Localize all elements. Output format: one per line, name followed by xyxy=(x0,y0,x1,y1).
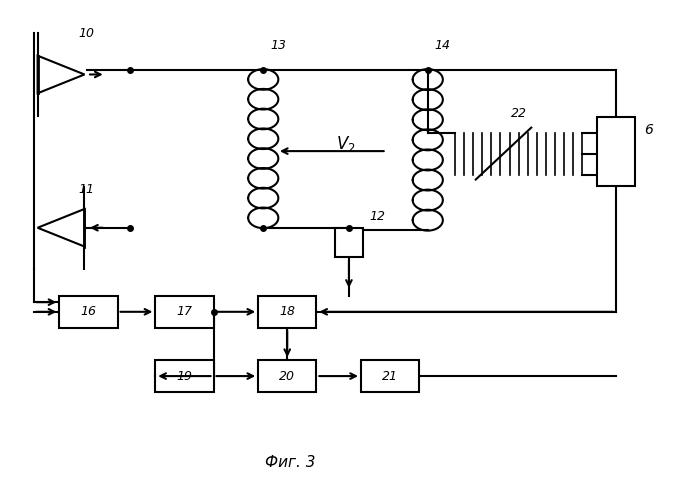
Text: 11: 11 xyxy=(78,182,94,196)
Bar xyxy=(361,360,419,392)
Text: 20: 20 xyxy=(279,370,295,382)
Text: 22: 22 xyxy=(511,107,527,120)
Text: 13: 13 xyxy=(270,39,286,52)
Text: Фиг. 3: Фиг. 3 xyxy=(265,455,316,470)
Bar xyxy=(59,296,117,328)
Text: 14: 14 xyxy=(435,39,451,52)
Text: 10: 10 xyxy=(78,27,94,40)
Bar xyxy=(335,228,363,258)
Text: 19: 19 xyxy=(176,370,192,382)
Bar xyxy=(258,360,316,392)
Text: 21: 21 xyxy=(382,370,398,382)
Text: $V_2$: $V_2$ xyxy=(336,134,355,154)
Text: 12: 12 xyxy=(370,210,386,223)
Text: 6: 6 xyxy=(644,124,653,138)
Bar xyxy=(155,360,214,392)
Text: 17: 17 xyxy=(176,306,192,318)
Bar xyxy=(155,296,214,328)
Text: 16: 16 xyxy=(80,306,97,318)
Bar xyxy=(598,116,635,186)
Bar xyxy=(258,296,316,328)
Text: 18: 18 xyxy=(279,306,295,318)
